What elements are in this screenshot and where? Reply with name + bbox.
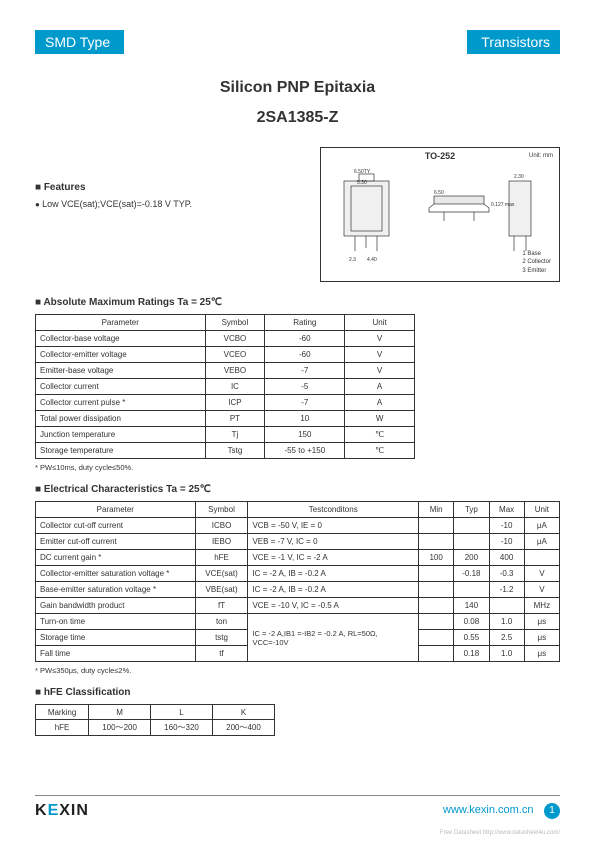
col-symbol: Symbol xyxy=(205,315,265,331)
table-row: Gain bandwidth productfTVCE = -10 V, IC … xyxy=(36,598,560,614)
col-parameter: Parameter xyxy=(36,315,206,331)
table-row: Emitter cut-off currentIEBOVEB = -7 V, I… xyxy=(36,534,560,550)
footer-url[interactable]: www.kexin.com.cn xyxy=(443,804,533,816)
table-row: Collector-base voltageVCBO-60V xyxy=(36,331,415,347)
svg-text:0.127 max: 0.127 max xyxy=(491,202,515,208)
package-svg: 6.50TY 5.30 2.3 4.40 6.50 0.127 max 2.30 xyxy=(329,166,549,276)
table-row: Collector-emitter saturation voltage *VC… xyxy=(36,566,560,582)
hfe-table: Marking M L K hFE 100～200 160～320 200～40… xyxy=(35,704,275,736)
svg-text:2.30: 2.30 xyxy=(514,174,524,180)
svg-text:6.50TY: 6.50TY xyxy=(354,169,371,175)
svg-text:6.50: 6.50 xyxy=(434,190,444,196)
footer-right: www.kexin.com.cn 1 xyxy=(443,803,560,819)
col-unit: Unit xyxy=(345,315,415,331)
svg-text:2.3: 2.3 xyxy=(349,257,356,263)
logo: KEXIN xyxy=(35,802,89,820)
table-row: Collector currentIC-5A xyxy=(36,379,415,395)
watermark: Free Datasheet http://www.datasheet4u.co… xyxy=(440,830,560,836)
header-row: SMD Type Transistors xyxy=(35,30,560,54)
table-row: Storage temperatureTstg-55 to +150℃ xyxy=(36,443,415,459)
svg-text:4.40: 4.40 xyxy=(367,257,377,263)
footer: KEXIN www.kexin.com.cn 1 xyxy=(35,795,560,820)
table-header-row: Parameter Symbol Testconditons Min Typ M… xyxy=(36,502,560,518)
table-row: Emitter-base voltageVEBO-7V xyxy=(36,363,415,379)
hfe-heading: hFE Classification xyxy=(35,687,560,698)
page-number: 1 xyxy=(544,803,560,819)
title-block: Silicon PNP Epitaxia 2SA1385-Z xyxy=(35,79,560,127)
feature-item: Low VCE(sat);VCE(sat)=-0.18 V TYP. xyxy=(35,199,300,209)
features-heading: Features xyxy=(35,182,300,193)
table-header-row: Marking M L K xyxy=(36,705,275,720)
table-row: Turn-on timetonIC = -2 A,IB1 =-IB2 = -0.… xyxy=(36,614,560,630)
elec-note: * PW≤350μs, duty cycle≤2%. xyxy=(35,666,560,675)
legend-collector: 2 Collector xyxy=(522,258,551,266)
features-section: Features Low VCE(sat);VCE(sat)=-0.18 V T… xyxy=(35,147,300,282)
header-right: Transistors xyxy=(467,30,560,54)
table-row: Collector-emitter voltageVCEO-60V xyxy=(36,347,415,363)
table-row: hFE 100～200 160～320 200～400 xyxy=(36,720,275,736)
package-diagram: TO-252 Unit: mm 6.50TY 5.30 2.3 4.40 xyxy=(320,147,560,282)
col-rating: Rating xyxy=(265,315,345,331)
elec-table: Parameter Symbol Testconditons Min Typ M… xyxy=(35,501,560,662)
table-row: Collector current pulse *ICP-7A xyxy=(36,395,415,411)
ratings-note: * PW≤10ms, duty cycle≤50%. xyxy=(35,463,560,472)
package-title: TO-252 xyxy=(425,151,455,161)
table-row: Total power dissipationPT10W xyxy=(36,411,415,427)
legend-base: 1 Base xyxy=(522,250,551,258)
title-line1: Silicon PNP Epitaxia xyxy=(35,79,560,97)
header-left: SMD Type xyxy=(35,30,124,54)
package-unit: Unit: mm xyxy=(529,153,553,159)
svg-text:5.30: 5.30 xyxy=(357,180,367,186)
table-row: Junction temperatureTj150℃ xyxy=(36,427,415,443)
logo-xin: XIN xyxy=(59,802,89,819)
title-line2: 2SA1385-Z xyxy=(35,109,560,127)
table-row: DC current gain *hFEVCE = -1 V, IC = -2 … xyxy=(36,550,560,566)
ratings-heading: Absolute Maximum Ratings Ta = 25℃ xyxy=(35,297,560,308)
table-header-row: Parameter Symbol Rating Unit xyxy=(36,315,415,331)
table-row: Collector cut-off currentICBOVCB = -50 V… xyxy=(36,518,560,534)
elec-heading: Electrical Characteristics Ta = 25℃ xyxy=(35,484,560,495)
logo-k: K xyxy=(35,802,48,819)
ratings-table: Parameter Symbol Rating Unit Collector-b… xyxy=(35,314,415,459)
package-legend: 1 Base 2 Collector 3 Emitter xyxy=(522,250,551,275)
table-row: Base-emitter saturation voltage *VBE(sat… xyxy=(36,582,560,598)
legend-emitter: 3 Emitter xyxy=(522,267,551,275)
logo-e: E xyxy=(48,802,60,819)
